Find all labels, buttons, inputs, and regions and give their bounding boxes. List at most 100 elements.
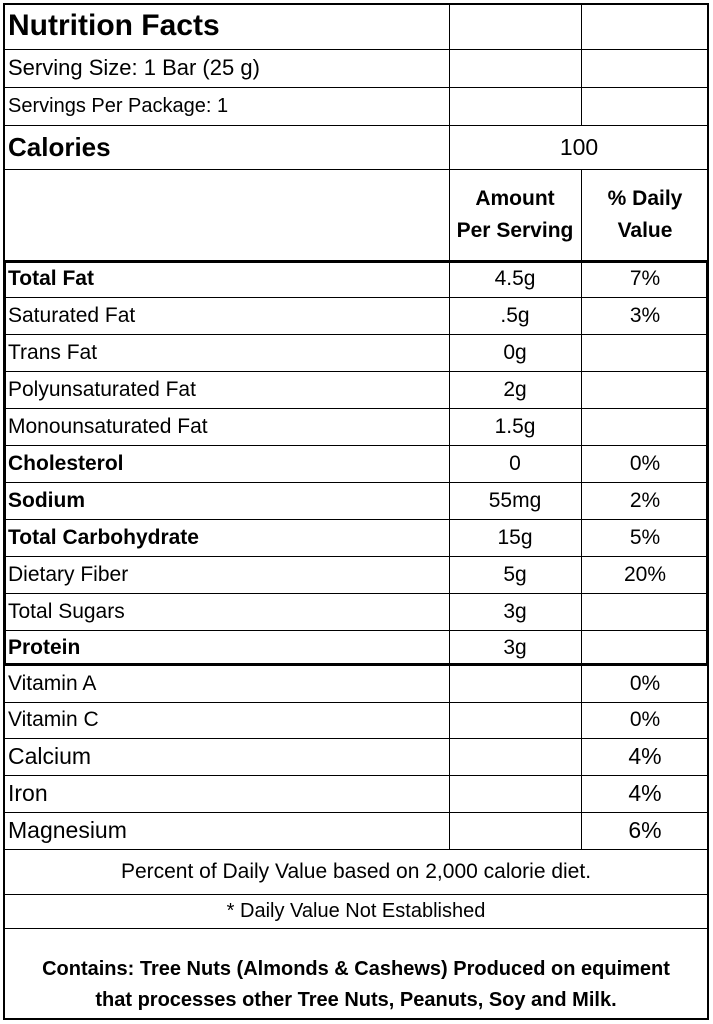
nutrient-dv [581,371,709,408]
nutrient-name: Cholesterol [8,451,124,475]
nutrient-amount: 2g [503,377,527,401]
nutrient-name: Polyunsaturated Fat [8,377,196,401]
amount-per-serving-header: Amount Per Serving [449,169,581,260]
divider [3,519,709,520]
divider [3,482,709,483]
divider [3,169,709,170]
divider [3,334,709,335]
nutrient-amount: 55mg [488,488,542,512]
vitamin-row: Calcium 4% [3,738,709,775]
serving-size: Serving Size: 1 Bar (25 g) [8,55,260,80]
nutrient-dv [581,408,709,445]
divider [3,928,709,929]
vitamin-row: Magnesium 6% [3,812,709,849]
nutrient-amount: 5g [503,562,527,586]
divider [3,408,709,409]
column-divider [449,3,450,125]
footnote-row: Percent of Daily Value based on 2,000 ca… [3,849,709,894]
nutrient-dv: 7% [629,266,661,290]
divider [3,812,709,813]
column-divider [581,169,582,849]
nutrient-row: Trans Fat 0g [3,334,709,371]
nutrient-amount: 4.5g [494,266,536,290]
vitamin-row: Vitamin C 0% [3,702,709,738]
nutrient-row: Saturated Fat .5g 3% [3,297,709,334]
nutrient-amount: 3g [503,636,527,659]
nutrient-dv [581,334,709,371]
nutrient-row: Cholesterol 0 0% [3,445,709,482]
nutrient-name: Saturated Fat [8,303,136,327]
vitamin-name: Vitamin A [8,672,97,695]
dv-header-line2: Value [617,218,673,242]
nutrient-name: Protein [8,636,81,659]
nutrient-row: Protein 3g [3,630,709,666]
nutrition-facts-label: Nutrition Facts Serving Size: 1 Bar (25 … [3,3,709,1020]
allergen-row: Contains: Tree Nuts (Almonds & Cashews) … [3,928,709,1020]
vitamin-row: Vitamin A 0% [3,666,709,702]
divider [3,849,709,850]
calories-row: Calories 100 [3,125,709,169]
nutrient-dv [581,630,709,666]
divider [3,87,709,88]
allergen-statement: Contains: Tree Nuts (Almonds & Cashews) … [3,928,709,1020]
allergen-line2: that processes other Tree Nuts, Peanuts,… [95,989,617,1011]
vitamin-dv: 0% [629,672,661,695]
nutrient-amount: 0g [503,340,527,364]
nutrient-amount: .5g [500,303,530,327]
nutrient-dv: 0% [629,451,661,475]
calories-value: 100 [559,133,599,160]
nutrient-row: Monounsaturated Fat 1.5g [3,408,709,445]
divider [3,702,709,703]
nutrient-name: Trans Fat [8,340,98,364]
divider [3,297,709,298]
label-title: Nutrition Facts [8,9,220,42]
footnote-row: * Daily Value Not Established [3,894,709,928]
nutrient-name: Total Fat [8,266,94,290]
vitamin-name: Iron [8,780,48,806]
nutrient-dv: 20% [623,562,667,586]
nutrient-row: Total Carbohydrate 15g 5% [3,519,709,556]
allergen-line1: Contains: Tree Nuts (Almonds & Cashews) … [42,958,670,980]
nutrient-amount: 3g [503,599,527,623]
amount-header-line1: Amount [475,186,555,210]
nutrient-dv: 3% [629,303,661,327]
nutrient-row: Total Fat 4.5g 7% [3,260,709,297]
calories-label: Calories [8,131,111,162]
nutrient-row: Dietary Fiber 5g 20% [3,556,709,593]
vitamin-row: Iron 4% [3,775,709,812]
serving-size-row: Serving Size: 1 Bar (25 g) [3,49,709,87]
divider [3,738,709,739]
vitamin-dv: 6% [628,817,662,843]
not-established-footnote: * Daily Value Not Established [226,899,486,922]
nutrient-amount: 0 [509,451,521,475]
column-divider [581,3,582,125]
nutrient-name: Dietary Fiber [8,562,129,586]
nutrient-row: Total Sugars 3g [3,593,709,630]
vitamin-dv: 0% [629,708,661,731]
daily-value-header: % Daily Value [581,169,709,260]
nutrient-name: Monounsaturated Fat [8,414,208,438]
divider [3,556,709,557]
vitamin-dv: 4% [628,780,662,806]
nutrient-name: Total Carbohydrate [8,525,199,549]
divider [3,775,709,776]
daily-value-footnote: Percent of Daily Value based on 2,000 ca… [120,859,592,883]
column-divider [449,125,450,849]
nutrient-name: Sodium [8,488,85,512]
divider [3,125,709,126]
vitamin-name: Magnesium [8,817,127,843]
vitamin-name: Calcium [8,743,92,769]
servings-per-package-row: Servings Per Package: 1 [3,87,709,125]
divider [3,49,709,50]
divider [3,894,709,895]
nutrient-row: Sodium 55mg 2% [3,482,709,519]
column-header-row: Amount Per Serving % Daily Value [3,169,709,260]
nutrient-name: Total Sugars [8,599,125,623]
nutrient-dv: 5% [629,525,661,549]
nutrient-amount: 15g [497,525,533,549]
title-row: Nutrition Facts [3,3,709,49]
servings-per-package: Servings Per Package: 1 [8,94,229,117]
vitamin-name: Vitamin C [8,708,99,731]
dv-header-line1: % Daily [607,186,683,210]
divider [3,445,709,446]
